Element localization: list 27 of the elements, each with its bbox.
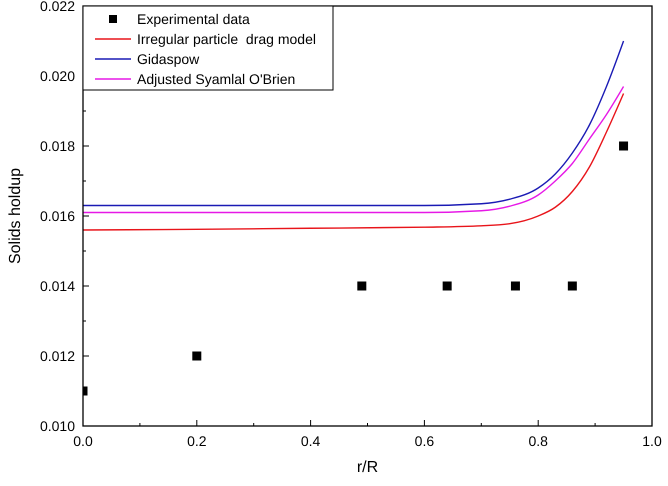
y-tick-label: 0.020 bbox=[40, 68, 76, 84]
line-series bbox=[83, 92, 624, 231]
y-tick-label: 0.018 bbox=[40, 138, 76, 154]
y-tick-label: 0.014 bbox=[40, 278, 76, 294]
point bbox=[357, 282, 366, 290]
legend-label: Adjusted Syamlal O'Brien bbox=[137, 71, 296, 87]
y-tick-label: 0.012 bbox=[40, 348, 76, 364]
x-tick-label: 0.6 bbox=[414, 433, 434, 449]
x-tick-label: 1.0 bbox=[642, 433, 662, 449]
point bbox=[619, 142, 628, 150]
point bbox=[442, 282, 452, 290]
x-tick-label: 0.0 bbox=[73, 433, 93, 449]
legend-label: Irregular particle drag model bbox=[137, 31, 316, 47]
point bbox=[192, 352, 202, 360]
point bbox=[568, 282, 577, 290]
legend-label: Experimental data bbox=[137, 11, 250, 27]
x-axis-title: r/R bbox=[356, 459, 378, 476]
x-tick-label: 0.8 bbox=[528, 433, 548, 449]
y-axis-title: Solids holdup bbox=[7, 168, 24, 264]
y-tick-label: 0.010 bbox=[40, 418, 76, 434]
line-series bbox=[83, 86, 624, 214]
x-tick-label: 0.2 bbox=[187, 433, 207, 449]
legend-label: Gidaspow bbox=[137, 51, 200, 67]
x-tick-label: 0.4 bbox=[300, 433, 321, 449]
y-tick-label: 0.016 bbox=[40, 208, 76, 224]
y-tick-label: 0.022 bbox=[40, 0, 76, 14]
point bbox=[510, 282, 520, 290]
